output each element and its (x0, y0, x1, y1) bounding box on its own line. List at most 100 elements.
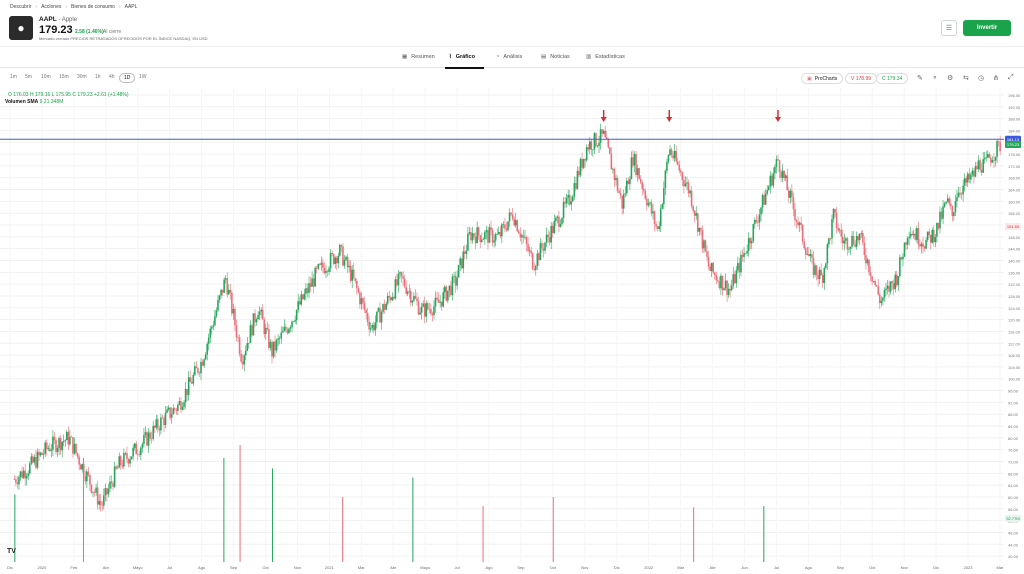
timeframe-1d[interactable]: 1D (119, 73, 136, 83)
fullscreen-icon[interactable]: ⤢ (1008, 74, 1014, 81)
candle-body (132, 447, 134, 457)
candle-body (223, 279, 225, 293)
clock-icon[interactable]: ◷ (978, 75, 985, 82)
candle-body (646, 198, 648, 206)
candle-body (47, 448, 50, 450)
candle-body (389, 297, 392, 301)
x-tick-label: Dic (7, 565, 13, 570)
candle-body (820, 269, 822, 276)
candle-body (460, 258, 463, 269)
candle-body (254, 313, 256, 323)
candle-body (59, 438, 62, 451)
candle-body (683, 179, 685, 187)
candle-body (761, 195, 764, 208)
list-menu-button[interactable]: ☰ (941, 20, 957, 36)
breadcrumb-item[interactable]: Acciones (41, 4, 62, 10)
candle-body (547, 234, 549, 238)
candle-body (656, 226, 659, 229)
timeframe-15m[interactable]: 15m (59, 74, 69, 80)
share-icon[interactable]: ⋔ (993, 75, 999, 82)
candle-body (283, 326, 286, 332)
candle-body (575, 183, 577, 189)
procharts-button[interactable]: ▣ ProCharts (801, 73, 844, 84)
tab-label: Noticias (550, 54, 570, 60)
candle-body (295, 309, 298, 321)
buy-price: C 179.34 (882, 75, 903, 82)
candle-body (607, 139, 610, 148)
breadcrumb-item[interactable]: Bienes de consumo (71, 4, 115, 10)
volume-bar (693, 507, 695, 562)
candle-body (686, 182, 688, 184)
sell-button[interactable]: V 178.99 (845, 73, 878, 84)
candle-body (604, 130, 607, 138)
candle-body (235, 325, 238, 338)
candle-body (13, 479, 16, 480)
candle-body (740, 254, 742, 273)
candle-body (848, 248, 850, 250)
candle-body (397, 273, 400, 286)
current-price-label: 179.23 (1007, 142, 1020, 147)
candle-body (564, 201, 566, 204)
compare-icon[interactable]: ⇆ (963, 75, 969, 82)
candle-body (339, 244, 341, 256)
candle-body (425, 303, 428, 317)
candle-body (730, 285, 733, 291)
candle-body (504, 224, 506, 229)
candle-body (542, 248, 545, 251)
candle-body (865, 255, 867, 264)
buy-button[interactable]: C 179.34 (876, 73, 909, 84)
indicator-icon[interactable]: ⚬ (932, 75, 938, 82)
candle-body (704, 240, 707, 252)
candle-body (198, 372, 201, 374)
timeframe-1w[interactable]: 1W (139, 74, 147, 80)
candle-body (764, 193, 767, 205)
tab-resumen[interactable]: ▦ Resumen (402, 54, 435, 60)
candle-body (69, 436, 71, 445)
tab-estadisticas[interactable]: ▥ Estadísticas (586, 54, 625, 60)
candle-body (218, 295, 221, 300)
x-tick-label: Abr (390, 565, 397, 570)
candle-body (67, 431, 70, 445)
candle-body (308, 283, 310, 294)
candle-body (93, 491, 96, 493)
timeframe-5m[interactable]: 5m (25, 74, 32, 80)
candle-body (281, 331, 284, 333)
tab-noticias[interactable]: ▤ Noticias (541, 54, 570, 60)
candle-body (871, 276, 873, 282)
pencil-icon[interactable]: ✎ (917, 75, 923, 82)
candle-body (528, 250, 531, 252)
breadcrumb-item[interactable]: Descubrir (10, 4, 32, 10)
timeframe-4h[interactable]: 4h (109, 74, 115, 80)
invest-button[interactable]: Invertir (963, 20, 1011, 36)
candle-body (183, 402, 185, 407)
candle-body (690, 190, 693, 206)
candle-body (635, 154, 637, 176)
timeframe-1m[interactable]: 1m (10, 74, 17, 80)
price-chart[interactable]: 196.00192.00188.00184.00180.00176.00172.… (0, 88, 1024, 574)
tab-grafico[interactable]: ⌇ Gráfico (449, 54, 475, 60)
candle-body (331, 253, 333, 255)
candle-body (428, 309, 431, 310)
candle-body (268, 329, 270, 349)
candle-body (852, 235, 855, 245)
tab-analisis[interactable]: ◔ Análisis (496, 54, 522, 60)
timeframe-1h[interactable]: 1h (95, 74, 101, 80)
candle-body (266, 327, 269, 330)
candle-body (292, 321, 295, 322)
candle-body (763, 195, 765, 205)
candle-body (402, 276, 404, 279)
candle-body (103, 495, 105, 506)
candle-body (521, 235, 523, 238)
timeframe-10m[interactable]: 10m (41, 74, 51, 80)
candle-body (934, 236, 937, 243)
candle-body (320, 262, 323, 265)
gear-icon[interactable]: ⚙ (947, 75, 954, 82)
candle-body (530, 250, 532, 254)
candle-body (851, 235, 853, 247)
candle-body (36, 451, 39, 468)
candle-body (442, 292, 445, 307)
candle-body (82, 464, 85, 477)
chart-icon: ⌇ (449, 54, 452, 60)
candle-body (980, 169, 983, 173)
timeframe-30m[interactable]: 30m (77, 74, 87, 80)
